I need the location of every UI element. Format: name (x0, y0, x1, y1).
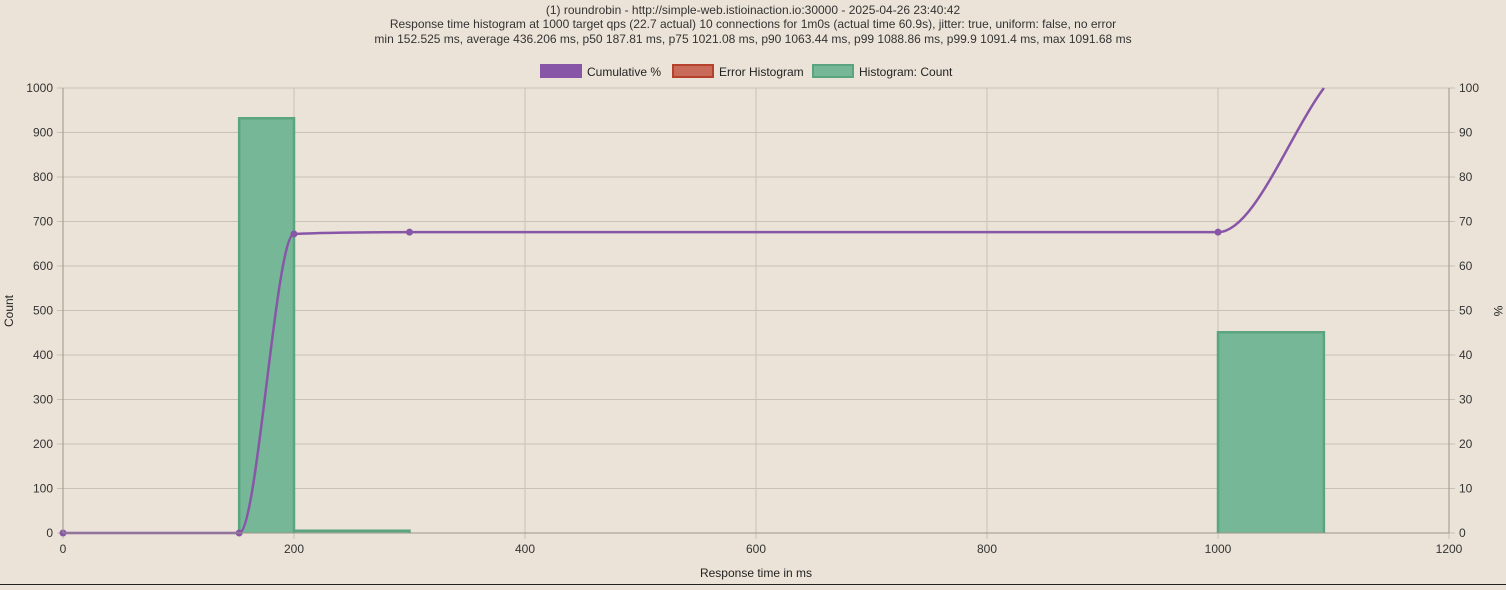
x-tick-label: 1000 (1205, 542, 1232, 556)
x-tick-label: 800 (977, 542, 997, 556)
chart-title: (1) roundrobin - http://simple-web.istio… (374, 3, 1131, 46)
histogram-bar (239, 118, 294, 533)
legend-swatch-error-histogram (672, 64, 714, 78)
chart-legend: Cumulative % Error Histogram Histogram: … (540, 64, 953, 79)
y-tick-label: 500 (33, 304, 53, 318)
y2-tick-label: 50 (1459, 304, 1473, 318)
legend-label-error-histogram: Error Histogram (719, 65, 804, 79)
y2-tick-label: 90 (1459, 126, 1473, 140)
y2-tick-label: 60 (1459, 259, 1473, 273)
axes: 0100200300400500600700800900100001020304… (26, 81, 1479, 556)
title-line-1: (1) roundrobin - http://simple-web.istio… (546, 3, 961, 17)
legend-label-cumulative: Cumulative % (587, 65, 661, 79)
y-axis-title: Count (2, 294, 16, 327)
legend-swatch-cumulative (540, 64, 582, 78)
y2-tick-label: 0 (1459, 526, 1466, 540)
y-tick-label: 1000 (26, 81, 53, 95)
y2-axis-title: % (1491, 306, 1505, 317)
y2-tick-label: 30 (1459, 393, 1473, 407)
y-tick-label: 900 (33, 126, 53, 140)
histogram-bar-border (237, 117, 296, 533)
histogram-bars (237, 117, 1326, 533)
y-tick-label: 200 (33, 437, 53, 451)
cumulative-point (1214, 228, 1222, 236)
y2-tick-label: 40 (1459, 348, 1473, 362)
y-tick-label: 700 (33, 215, 53, 229)
x-axis-title: Response time in ms (700, 566, 812, 580)
x-tick-label: 400 (515, 542, 535, 556)
y-tick-label: 800 (33, 170, 53, 184)
title-line-3: min 152.525 ms, average 436.206 ms, p50 … (374, 32, 1131, 46)
histogram-bar-border (292, 529, 411, 533)
x-tick-label: 0 (60, 542, 67, 556)
legend-swatch-histogram-count (812, 64, 854, 78)
y-tick-label: 400 (33, 348, 53, 362)
title-line-2: Response time histogram at 1000 target q… (390, 17, 1116, 31)
cumulative-point (290, 230, 298, 238)
y2-tick-label: 80 (1459, 170, 1473, 184)
y-tick-label: 0 (46, 526, 53, 540)
x-tick-label: 200 (284, 542, 304, 556)
cumulative-point (406, 228, 413, 236)
y2-tick-label: 20 (1459, 437, 1473, 451)
y2-tick-label: 70 (1459, 215, 1473, 229)
y-tick-label: 300 (33, 393, 53, 407)
legend-item-cumulative[interactable]: Cumulative % (540, 64, 661, 79)
y2-tick-label: 100 (1459, 81, 1479, 95)
histogram-bar-border (1216, 331, 1326, 533)
legend-label-histogram-count: Histogram: Count (859, 65, 953, 79)
y2-tick-label: 10 (1459, 482, 1473, 496)
y-tick-label: 100 (33, 482, 53, 496)
legend-item-error-histogram[interactable]: Error Histogram (672, 64, 804, 79)
histogram-bar (1218, 332, 1324, 533)
legend-item-histogram-count[interactable]: Histogram: Count (812, 64, 953, 79)
x-tick-label: 600 (746, 542, 766, 556)
y-tick-label: 600 (33, 259, 53, 273)
x-tick-label: 1200 (1436, 542, 1463, 556)
